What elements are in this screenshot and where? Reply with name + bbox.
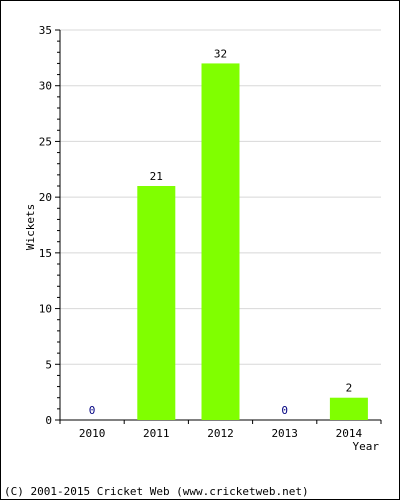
y-tick-label: 25 <box>39 135 52 148</box>
y-tick-label: 5 <box>45 358 52 371</box>
y-axis-label: Wickets <box>24 204 37 250</box>
x-axis-label: Year <box>353 440 380 453</box>
value-label-2012: 32 <box>214 47 227 60</box>
value-label-2013: 0 <box>281 404 288 417</box>
axes <box>55 29 382 424</box>
value-labels: 0 21 32 0 2 <box>89 47 352 417</box>
y-tick-label: 30 <box>39 80 52 93</box>
y-tick-label: 20 <box>39 191 52 204</box>
copyright-footer: (C) 2001-2015 Cricket Web (www.cricketwe… <box>4 485 309 498</box>
bar-2011 <box>137 186 176 420</box>
bar-2014 <box>329 397 368 420</box>
bar-2012 <box>201 63 240 421</box>
x-tick-label: 2010 <box>79 427 106 440</box>
x-tick-label: 2013 <box>271 427 298 440</box>
y-tick-label: 35 <box>39 24 52 37</box>
y-tick-label: 0 <box>45 414 52 427</box>
x-tick-label: 2014 <box>336 427 363 440</box>
value-label-2014: 2 <box>346 382 353 395</box>
y-tick-label: 15 <box>39 247 52 260</box>
x-tick-label: 2011 <box>143 427 170 440</box>
x-tick-label: 2012 <box>207 427 234 440</box>
value-label-2010: 0 <box>89 404 96 417</box>
y-tick-label: 10 <box>39 303 52 316</box>
bars <box>137 63 368 421</box>
value-label-2011: 21 <box>150 170 163 183</box>
